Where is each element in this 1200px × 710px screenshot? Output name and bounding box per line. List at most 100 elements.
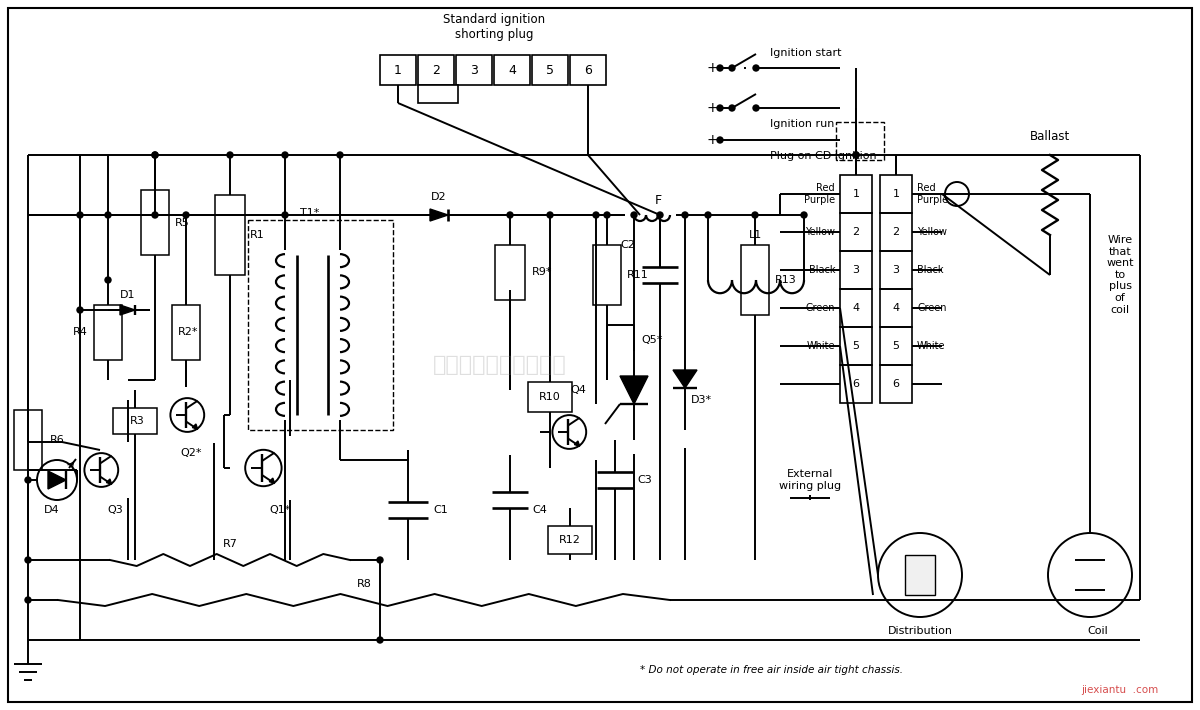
Circle shape <box>508 212 514 218</box>
Circle shape <box>152 212 158 218</box>
Text: C3: C3 <box>637 475 652 485</box>
Text: 3: 3 <box>852 265 859 275</box>
Text: 杭州将睿科技有限公司: 杭州将睿科技有限公司 <box>433 355 566 375</box>
Text: * Do not operate in free air inside air tight chassis.: * Do not operate in free air inside air … <box>640 665 904 675</box>
Text: R6: R6 <box>50 435 65 445</box>
Text: 3: 3 <box>893 265 900 275</box>
Text: D1: D1 <box>120 290 136 300</box>
Text: 4: 4 <box>852 303 859 313</box>
Circle shape <box>25 477 31 483</box>
Bar <box>215 195 245 275</box>
Text: Black: Black <box>809 265 835 275</box>
Text: T1*: T1* <box>300 208 319 218</box>
Circle shape <box>706 212 710 218</box>
Text: 5: 5 <box>893 341 900 351</box>
Polygon shape <box>430 209 448 221</box>
Text: 6: 6 <box>584 63 592 77</box>
Text: 6: 6 <box>852 379 859 389</box>
Text: D3*: D3* <box>690 395 712 405</box>
Text: Q1*: Q1* <box>269 505 290 515</box>
Text: Standard ignition
shorting plug: Standard ignition shorting plug <box>443 13 545 41</box>
Circle shape <box>593 212 599 218</box>
Circle shape <box>377 557 383 563</box>
Bar <box>532 55 568 85</box>
Text: 2: 2 <box>432 63 440 77</box>
Bar <box>840 251 872 289</box>
Circle shape <box>853 152 859 158</box>
Text: R13: R13 <box>775 275 797 285</box>
Circle shape <box>730 105 734 111</box>
Text: R7: R7 <box>222 539 238 549</box>
Text: White: White <box>917 341 946 351</box>
Text: R4: R4 <box>73 327 88 337</box>
Bar <box>113 408 157 434</box>
Circle shape <box>604 212 610 218</box>
Text: 4: 4 <box>508 63 516 77</box>
Text: Q2*: Q2* <box>180 448 202 458</box>
Text: 4: 4 <box>893 303 900 313</box>
Text: D2: D2 <box>431 192 446 202</box>
Circle shape <box>718 137 722 143</box>
Bar <box>880 251 912 289</box>
Bar <box>380 55 416 85</box>
Polygon shape <box>575 441 580 447</box>
Bar <box>418 85 458 103</box>
Text: Red
Purple: Red Purple <box>917 183 948 204</box>
Circle shape <box>282 212 288 218</box>
Circle shape <box>682 212 688 218</box>
Circle shape <box>718 65 722 71</box>
Text: 2: 2 <box>893 227 900 237</box>
Bar <box>840 175 872 213</box>
Text: Yellow: Yellow <box>805 227 835 237</box>
Text: jiexiantu  .com: jiexiantu .com <box>1081 685 1159 695</box>
Circle shape <box>853 152 859 158</box>
Text: Green: Green <box>917 303 947 313</box>
Text: Q4: Q4 <box>570 385 586 395</box>
Text: Q5*: Q5* <box>641 335 662 345</box>
Circle shape <box>547 212 553 218</box>
Text: Ignition run: Ignition run <box>770 119 834 129</box>
Circle shape <box>25 597 31 603</box>
Circle shape <box>106 212 112 218</box>
Bar <box>570 55 606 85</box>
Text: 2: 2 <box>852 227 859 237</box>
Circle shape <box>152 152 158 158</box>
Bar <box>880 213 912 251</box>
Text: Green: Green <box>805 303 835 313</box>
Text: Ignition start: Ignition start <box>770 48 841 58</box>
Text: 1: 1 <box>852 189 859 199</box>
Text: Distribution: Distribution <box>888 626 953 636</box>
Bar <box>840 289 872 327</box>
Bar <box>14 410 42 470</box>
Text: Black: Black <box>917 265 943 275</box>
Text: 1: 1 <box>893 189 900 199</box>
Bar <box>248 220 394 430</box>
Bar <box>742 245 769 315</box>
Text: R1: R1 <box>250 230 265 240</box>
Text: C1: C1 <box>433 505 448 515</box>
Text: 5: 5 <box>546 63 554 77</box>
Bar <box>418 55 454 85</box>
Bar <box>142 190 169 255</box>
Text: C4: C4 <box>532 505 547 515</box>
Bar <box>172 305 200 360</box>
Circle shape <box>754 105 760 111</box>
Bar <box>496 245 526 300</box>
Text: 6: 6 <box>893 379 900 389</box>
Text: External
wiring plug: External wiring plug <box>779 469 841 491</box>
Bar <box>880 365 912 403</box>
Circle shape <box>658 212 662 218</box>
Circle shape <box>25 557 31 563</box>
Circle shape <box>377 637 383 643</box>
Circle shape <box>106 277 112 283</box>
Text: 5: 5 <box>852 341 859 351</box>
Text: Coil: Coil <box>1087 626 1109 636</box>
Text: Wire
that
went
to
plus
of
coil: Wire that went to plus of coil <box>1106 235 1134 315</box>
Circle shape <box>802 212 808 218</box>
Text: R10: R10 <box>539 392 560 402</box>
Text: +: + <box>706 61 718 75</box>
Circle shape <box>227 152 233 158</box>
Text: R3: R3 <box>130 416 144 426</box>
Text: R8: R8 <box>356 579 372 589</box>
Bar <box>94 305 122 360</box>
